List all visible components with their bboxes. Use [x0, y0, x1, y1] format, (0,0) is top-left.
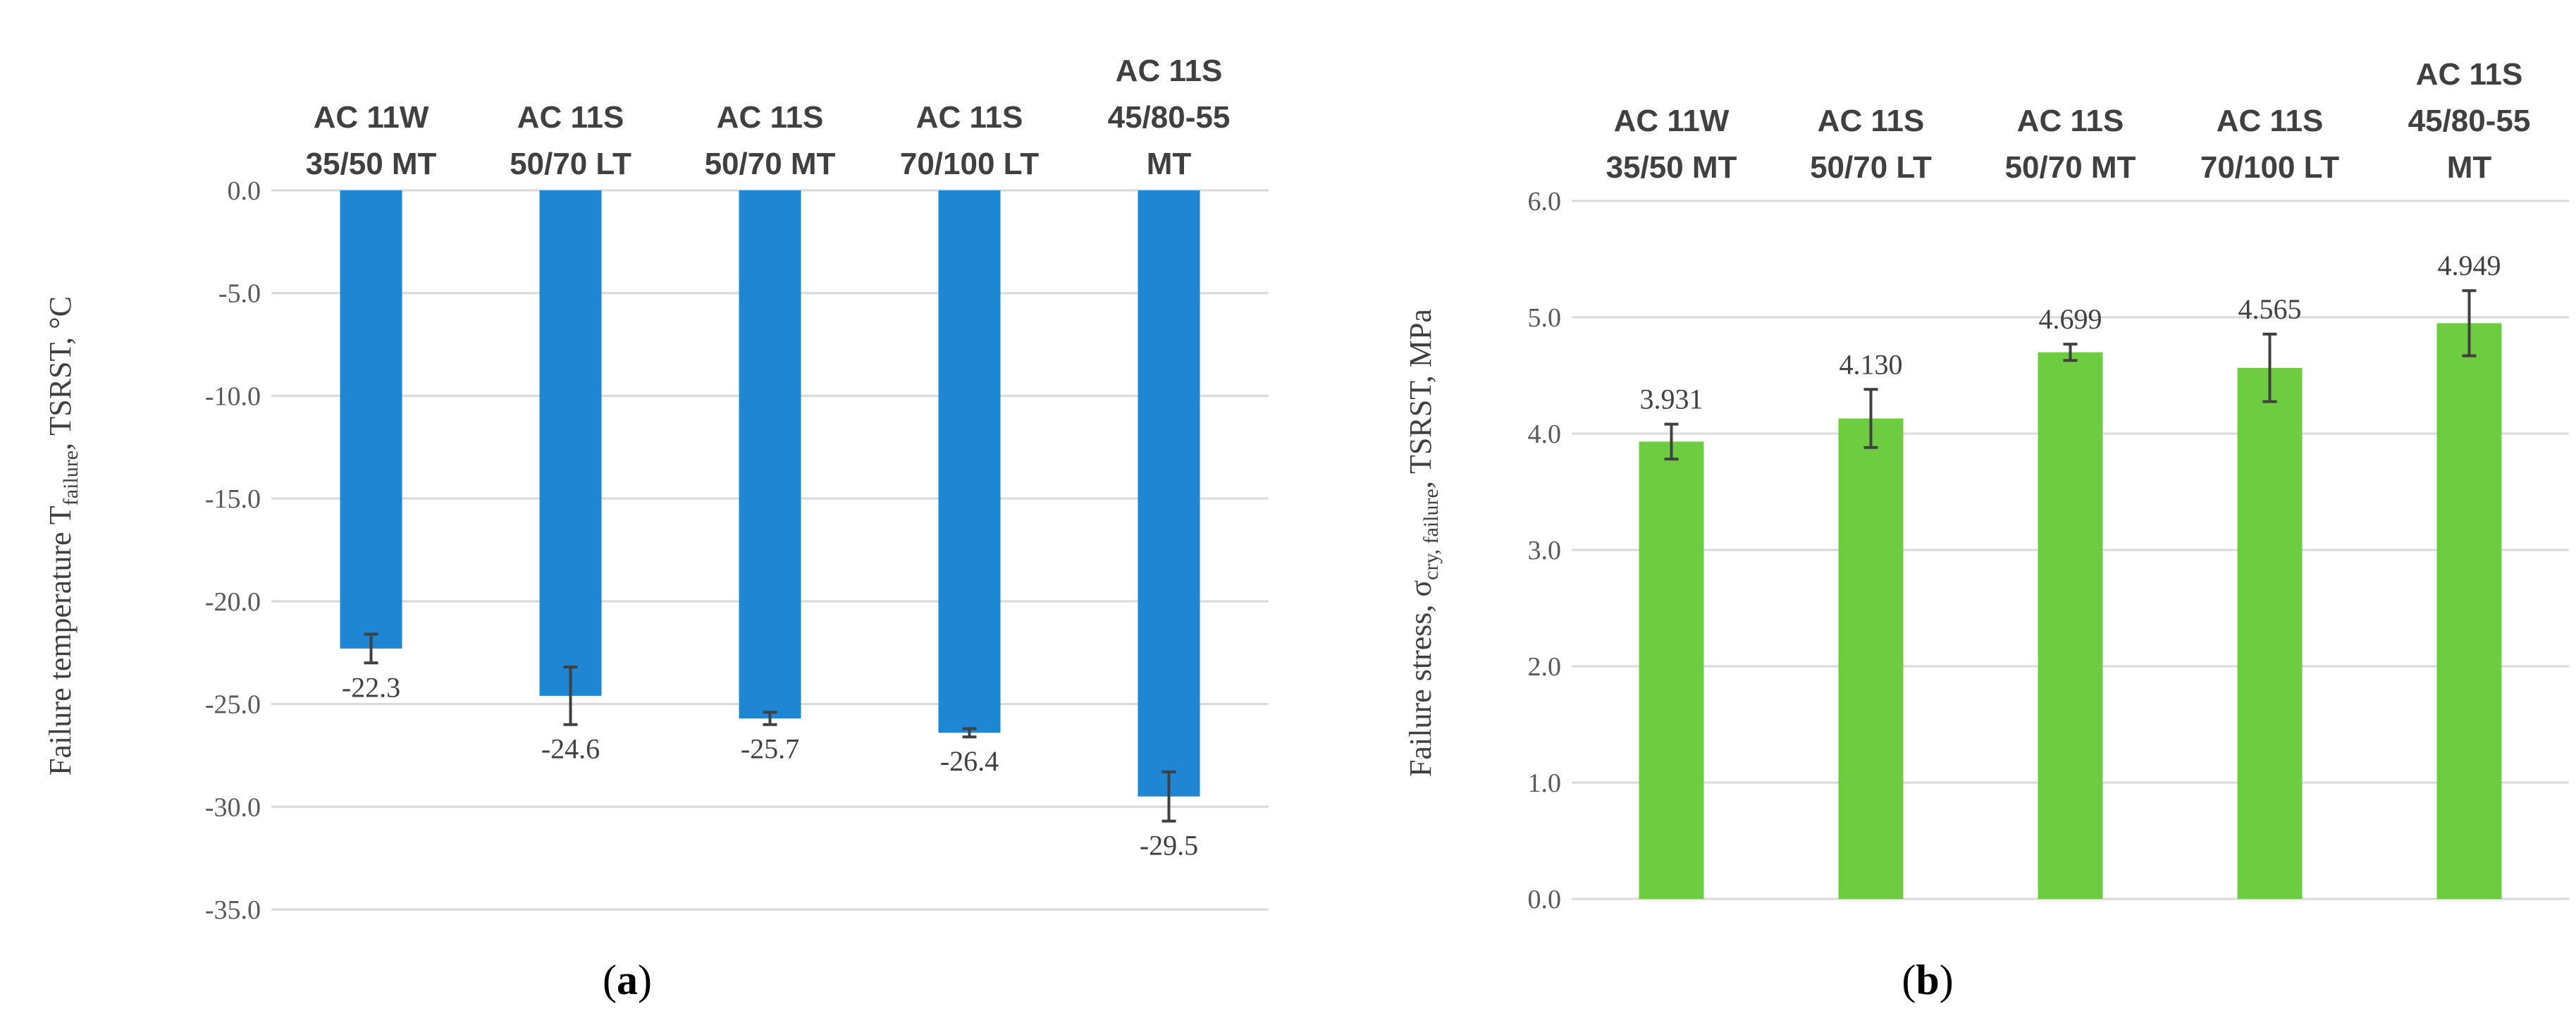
category-label: AC 11S [717, 100, 824, 135]
category-label: MT [2447, 150, 2492, 185]
data-label: 4.565 [2238, 293, 2302, 325]
category-label: 35/50 MT [1606, 150, 1737, 185]
bar [938, 190, 1001, 733]
category-label: AC 11W [1614, 104, 1730, 138]
category-label: 50/70 MT [2005, 150, 2136, 185]
category-label: AC 11S [517, 100, 624, 135]
y-tick-label: 2.0 [1528, 652, 1562, 682]
y-tick-label: -10.0 [205, 381, 261, 411]
bar [1138, 190, 1200, 797]
category-label: 70/100 LT [2200, 150, 2339, 185]
y-tick-label: -25.0 [205, 690, 261, 720]
category-label: 35/50 MT [306, 147, 437, 181]
data-label: -26.4 [940, 745, 999, 777]
y-tick-label: -20.0 [205, 587, 261, 617]
y-tick-label: 1.0 [1528, 768, 1562, 798]
category-label: AC 11S [1116, 54, 1223, 88]
category-label: 50/70 MT [705, 147, 836, 181]
bar [739, 190, 801, 718]
category-label: 50/70 LT [510, 147, 631, 181]
y-tick-label: -35.0 [205, 895, 261, 925]
category-label: AC 11S [2217, 104, 2324, 138]
data-label: -22.3 [342, 671, 400, 703]
data-label: 3.931 [1640, 384, 1703, 415]
category-label: AC 11S [916, 100, 1023, 135]
panel-label: (a) [603, 957, 652, 1003]
bar [1639, 441, 1704, 899]
y-tick-label: 0.0 [228, 176, 261, 206]
bar [2436, 323, 2502, 899]
bar [2237, 367, 2303, 899]
panel-label: (b) [1902, 957, 1953, 1003]
chart-b: 6.0 5.0 4.0 3.0 2.0 1.0 0.0 Failure stress, σcr… [1403, 57, 2569, 1003]
category-label: 50/70 LT [1810, 150, 1932, 185]
y-tick-label: 5.0 [1528, 303, 1562, 333]
category-label: AC 11W [314, 100, 429, 135]
y-tick-label: 0.0 [1528, 885, 1562, 914]
bar [340, 190, 402, 649]
y-tick-label: 3.0 [1528, 536, 1562, 565]
category-label: MT [1147, 147, 1192, 181]
chart-a: 0.0 -5.0 -10.0 -15.0 -20.0 -25.0 -30.0 -35.0 Fai… [43, 54, 1269, 1003]
category-label: 70/100 LT [900, 147, 1039, 181]
data-label: -24.6 [541, 733, 600, 765]
category-label: AC 11S [2017, 104, 2124, 138]
y-tick-label: 6.0 [1528, 187, 1562, 216]
data-label: 4.949 [2438, 250, 2501, 281]
bar [539, 190, 602, 696]
category-label: AC 11S [1818, 104, 1925, 138]
y-tick-label: -5.0 [218, 279, 261, 309]
category-label: AC 11S [2416, 57, 2523, 92]
bar [2038, 352, 2103, 899]
data-label: -25.7 [741, 733, 799, 765]
category-label: 45/80-55 [2408, 104, 2531, 138]
data-label: -29.5 [1140, 830, 1198, 862]
data-label: 4.130 [1839, 348, 1903, 380]
data-label: 4.699 [2039, 303, 2102, 335]
bar [1838, 418, 1904, 899]
category-label: 45/80-55 [1108, 100, 1231, 135]
y-tick-label: -30.0 [205, 792, 261, 822]
y-tick-label: -15.0 [205, 484, 261, 514]
y-tick-label: 4.0 [1528, 419, 1562, 449]
y-axis-label: Failure stress, σcry, failure, TSRST, MP… [1403, 309, 1443, 777]
y-axis-label: Failure temperature Tfailure, TSRST, °C [43, 296, 82, 776]
